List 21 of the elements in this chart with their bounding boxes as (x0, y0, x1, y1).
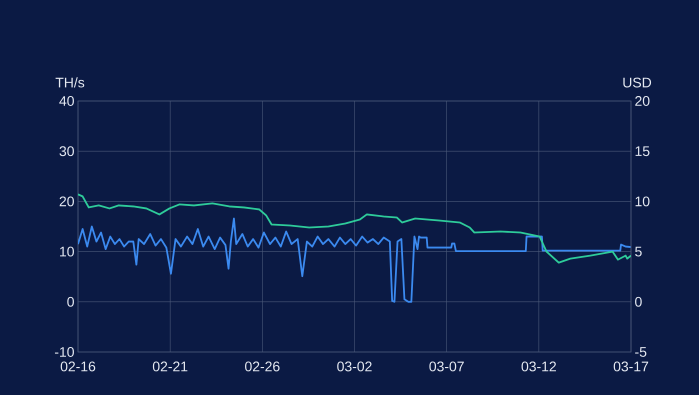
y2-tick-label: 15 (636, 146, 650, 156)
x-tick-label: 03-17 (614, 362, 648, 372)
y2-tick-label: -5 (635, 347, 646, 357)
y-tick-label: 10 (60, 246, 74, 257)
y2-axis-title: USD (623, 78, 652, 88)
y2-tick-label: 5 (635, 246, 642, 256)
y-tick-label: 0 (67, 296, 74, 307)
y2-tick-label: 20 (635, 96, 650, 106)
x-tick-label: 02-16 (60, 362, 96, 372)
x-tick-label: 02-21 (152, 362, 188, 372)
y-tick-label: 30 (60, 146, 74, 156)
y2-tick-label: 10 (636, 196, 650, 206)
y-tick-label: -10 (54, 347, 74, 357)
x-tick-label: 03-07 (429, 362, 464, 372)
y-tick-label: 40 (59, 96, 74, 106)
y2-tick-label: 0 (635, 296, 642, 307)
y-axis-title: TH/s (56, 77, 84, 88)
x-tick-label: 03-02 (337, 362, 372, 372)
y-tick-label: 20 (60, 196, 74, 206)
x-tick-label: 02-26 (245, 362, 280, 372)
x-tick-label: 03-12 (522, 362, 556, 372)
